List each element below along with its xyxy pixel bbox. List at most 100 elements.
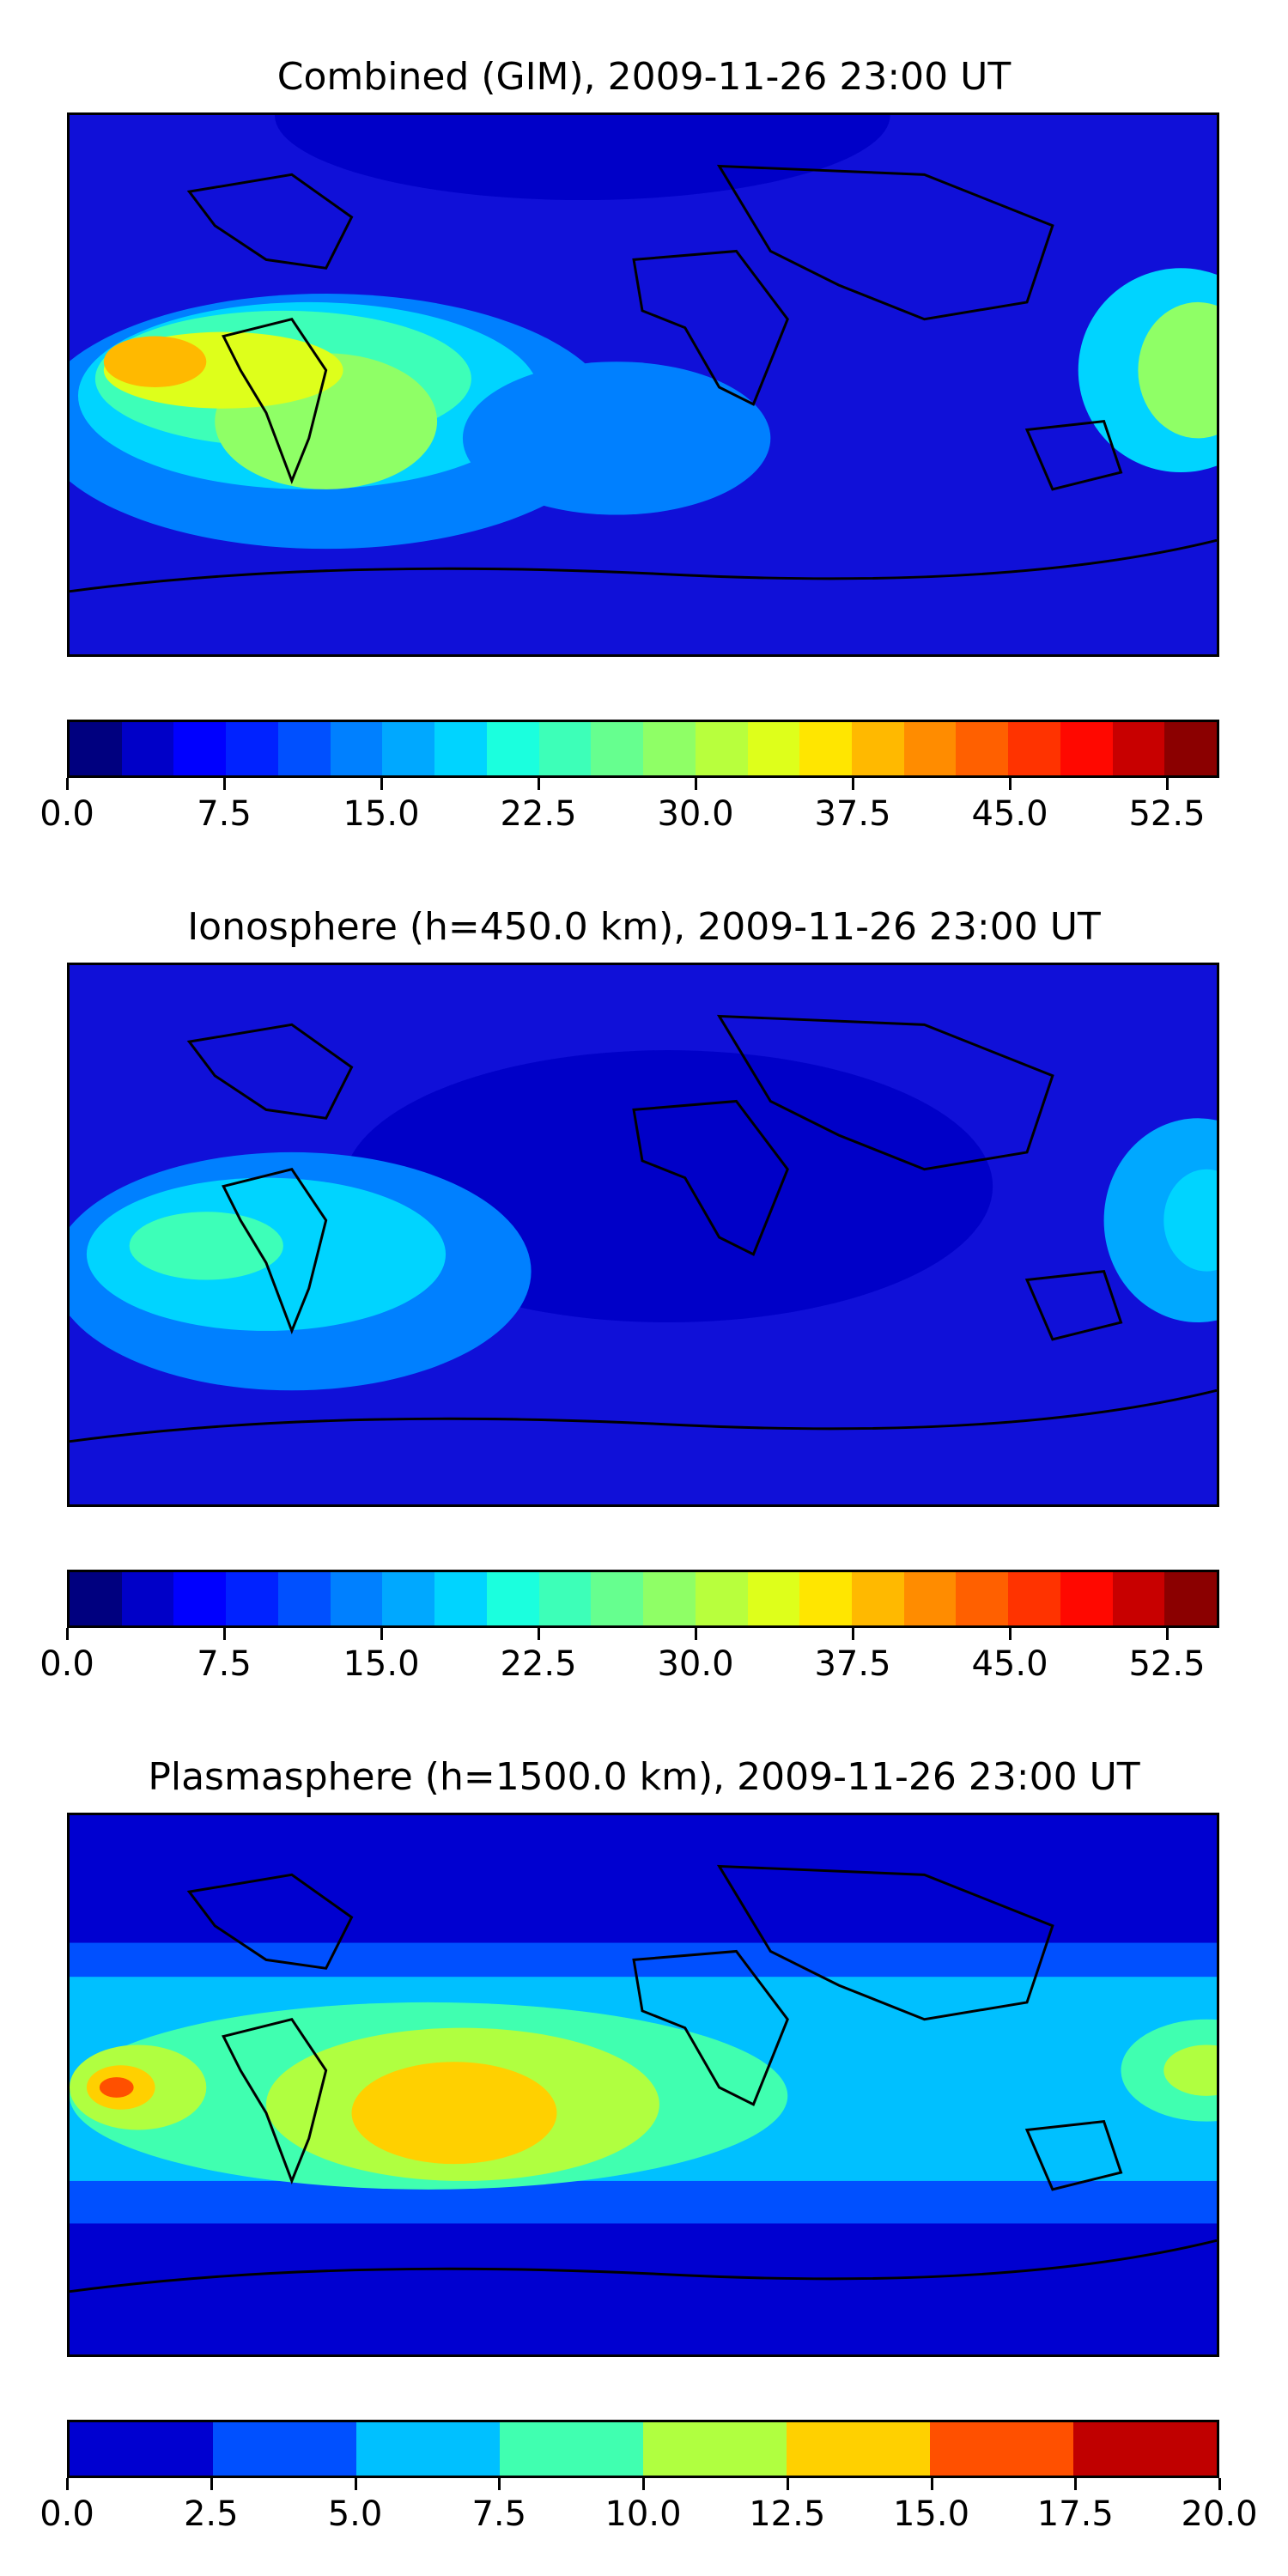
colorbar-swatch — [70, 2422, 213, 2476]
map-svg-2 — [70, 1815, 1217, 2354]
colorbar — [67, 1570, 1219, 1628]
colorbar-ticks: 0.0 7.5 15.0 22.5 30.0 37.5 45.0 52.5 — [39, 1628, 1219, 1684]
colorbar-tick — [1166, 1628, 1169, 1640]
colorbar-tick — [498, 2478, 501, 2490]
colorbar-tick-label: 7.5 — [197, 794, 252, 834]
colorbar-swatch — [70, 722, 122, 775]
colorbar-tick-label: 15.0 — [343, 1644, 420, 1684]
colorbar-tick — [538, 1628, 540, 1640]
colorbar-swatch — [330, 1572, 383, 1625]
colorbar-swatch — [1008, 722, 1060, 775]
colorbar-tick-label: 37.5 — [814, 1644, 891, 1684]
colorbar-tick-label: 12.5 — [749, 2494, 826, 2534]
colorbar-tick — [1074, 2478, 1078, 2490]
colorbar-tick-label: 7.5 — [197, 1644, 252, 1684]
panel-title: Ionosphere (h=450.0 km), 2009-11-26 23:0… — [187, 905, 1101, 949]
colorbar-ticks: 0.0 2.5 5.0 7.5 10.0 12.5 15.0 17.5 20.0 — [39, 2478, 1258, 2534]
map-svg-0 — [70, 115, 1217, 654]
colorbar-swatch — [747, 1572, 800, 1625]
contour-map — [67, 963, 1219, 1507]
colorbar-swatch — [852, 722, 904, 775]
colorbar-swatch — [226, 1572, 278, 1625]
colorbar-tick — [852, 778, 854, 790]
colorbar-swatch — [434, 1572, 487, 1625]
colorbar-tick-label: 0.0 — [39, 794, 94, 834]
colorbar-tick — [538, 778, 540, 790]
colorbar-swatch — [747, 722, 800, 775]
colorbar-swatch — [330, 722, 383, 775]
colorbar-tick-label: 0.0 — [39, 1644, 94, 1684]
colorbar-ticks: 0.0 7.5 15.0 22.5 30.0 37.5 45.0 52.5 — [39, 778, 1219, 833]
colorbar-swatch — [1008, 1572, 1060, 1625]
colorbar-swatch — [903, 722, 957, 775]
colorbar-swatch — [1060, 1572, 1113, 1625]
colorbar-tick — [1009, 1628, 1012, 1640]
colorbar-swatch — [643, 722, 696, 775]
colorbar-swatch — [695, 1572, 748, 1625]
colorbar-swatch — [956, 722, 1009, 775]
colorbar-swatch — [277, 722, 331, 775]
colorbar-tick-label: 5.0 — [327, 2494, 383, 2534]
colorbar-swatch — [591, 1572, 644, 1625]
colorbar-tick — [1009, 778, 1012, 790]
colorbar-swatch — [903, 1572, 957, 1625]
colorbar-swatch — [434, 722, 487, 775]
colorbar-tick — [786, 2478, 789, 2490]
colorbar-swatch — [70, 1572, 122, 1625]
colorbar-swatch — [695, 722, 748, 775]
colorbar-tick-label: 2.5 — [183, 2494, 239, 2534]
colorbar-swatch — [213, 2422, 356, 2476]
colorbar-swatch — [643, 2422, 787, 2476]
colorbar-swatch — [1112, 722, 1165, 775]
colorbar-swatch — [787, 2422, 930, 2476]
colorbar-tick — [380, 778, 383, 790]
colorbar-swatch — [486, 722, 539, 775]
colorbar-tick — [930, 2478, 933, 2490]
colorbar-tick-label: 30.0 — [657, 794, 734, 834]
colorbar-swatch — [799, 1572, 853, 1625]
colorbar-swatch — [226, 722, 278, 775]
colorbar-tick-label: 52.5 — [1128, 1644, 1206, 1684]
colorbar-swatch — [1060, 722, 1113, 775]
colorbar — [67, 2420, 1219, 2478]
colorbar-swatch — [486, 1572, 539, 1625]
colorbar-swatch — [121, 1572, 174, 1625]
colorbar-tick — [380, 1628, 383, 1640]
colorbar-swatch — [1164, 722, 1217, 775]
colorbar-swatch — [852, 1572, 904, 1625]
colorbar-tick — [1166, 778, 1169, 790]
colorbar-tick-label: 15.0 — [343, 794, 420, 834]
colorbar-tick-label: 15.0 — [892, 2494, 970, 2534]
colorbar-tick — [66, 1628, 69, 1640]
colorbar — [67, 720, 1219, 778]
colorbar-tick-label: 45.0 — [971, 1644, 1048, 1684]
colorbar-tick-label: 10.0 — [605, 2494, 682, 2534]
colorbar-swatch — [382, 1572, 435, 1625]
contour-map — [67, 1813, 1219, 2357]
colorbar-swatch — [173, 1572, 227, 1625]
colorbar-tick — [66, 778, 69, 790]
colorbar-tick — [695, 778, 697, 790]
colorbar-tick-label: 45.0 — [971, 794, 1048, 834]
colorbar-tick-label: 7.5 — [471, 2494, 527, 2534]
colorbar-tick — [1218, 2478, 1221, 2490]
colorbar-tick-label: 20.0 — [1181, 2494, 1258, 2534]
colorbar-tick-label: 37.5 — [814, 794, 891, 834]
colorbar-swatch — [930, 2422, 1073, 2476]
colorbar-swatch — [643, 1572, 696, 1625]
colorbar-swatch — [173, 722, 227, 775]
colorbar-swatch — [1073, 2422, 1217, 2476]
colorbar-swatch — [799, 722, 853, 775]
colorbar-swatch — [277, 1572, 331, 1625]
colorbar-swatch — [500, 2422, 643, 2476]
colorbar-tick — [223, 1628, 226, 1640]
panel-title: Plasmasphere (h=1500.0 km), 2009-11-26 2… — [148, 1755, 1140, 1799]
contour-map — [67, 112, 1219, 657]
panel-title: Combined (GIM), 2009-11-26 23:00 UT — [276, 55, 1012, 99]
colorbar-tick — [210, 2478, 213, 2490]
colorbar-swatch — [382, 722, 435, 775]
colorbar-swatch — [538, 722, 592, 775]
colorbar-tick — [852, 1628, 854, 1640]
colorbar-swatch — [121, 722, 174, 775]
colorbar-swatch — [956, 1572, 1009, 1625]
